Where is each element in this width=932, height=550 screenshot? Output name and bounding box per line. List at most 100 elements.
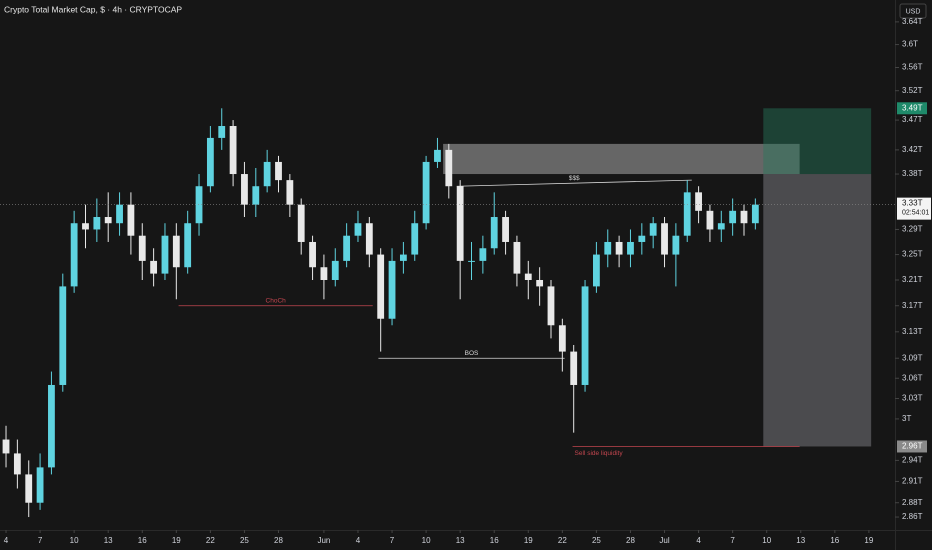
y-tick-label: 3.42T bbox=[902, 145, 923, 154]
candle-body bbox=[502, 217, 509, 242]
y-tick-label: 3.29T bbox=[902, 225, 923, 234]
last-price-label: 3.33T bbox=[902, 199, 923, 208]
candle-body bbox=[456, 186, 464, 261]
candle-body bbox=[93, 217, 101, 230]
y-tick-label: 2.94T bbox=[902, 456, 923, 465]
y-tick-label: 3T bbox=[902, 414, 911, 423]
y-tick-label: 3.47T bbox=[902, 115, 923, 124]
candle-body bbox=[581, 286, 589, 385]
candle-body bbox=[729, 210, 737, 224]
candle-body bbox=[547, 286, 555, 326]
x-tick-label: 10 bbox=[70, 536, 79, 545]
x-tick-label: 13 bbox=[104, 536, 113, 545]
candle-body bbox=[695, 192, 702, 211]
y-tick-label: 3.56T bbox=[902, 63, 923, 72]
candle-body bbox=[70, 223, 78, 287]
candle-body bbox=[241, 174, 248, 205]
candle-body bbox=[524, 273, 532, 280]
candle-body bbox=[365, 223, 373, 255]
y-tick-label: 3.52T bbox=[902, 86, 923, 95]
candle-body bbox=[195, 186, 203, 224]
candle-body bbox=[570, 351, 578, 385]
x-tick-label: 13 bbox=[456, 536, 465, 545]
candle-body bbox=[536, 279, 544, 287]
x-tick-label: 16 bbox=[490, 536, 499, 545]
candle-body bbox=[343, 235, 351, 261]
candle-body bbox=[661, 223, 668, 255]
candle-body bbox=[275, 161, 282, 181]
candle-body bbox=[320, 267, 328, 280]
y-tick-label: 3.09T bbox=[902, 353, 923, 362]
y-tick-label: 3.64T bbox=[902, 17, 923, 26]
stop-label: 2.96T bbox=[902, 442, 923, 451]
candle-body bbox=[48, 384, 55, 468]
target-label: 3.49T bbox=[902, 103, 923, 112]
candle-body bbox=[36, 467, 44, 503]
stop-box bbox=[763, 174, 872, 447]
annotation-label: BOS bbox=[465, 350, 479, 357]
annotation-label: ChoCh bbox=[266, 297, 287, 304]
currency-button[interactable] bbox=[899, 3, 927, 19]
x-tick-label: 25 bbox=[592, 536, 601, 545]
y-tick-label: 2.91T bbox=[902, 477, 923, 486]
x-tick-label: 10 bbox=[422, 536, 431, 545]
x-tick-label: 22 bbox=[558, 536, 567, 545]
candle-body bbox=[434, 149, 441, 162]
candle-body bbox=[229, 126, 237, 175]
x-tick-label: 28 bbox=[626, 536, 635, 545]
candle-body bbox=[218, 126, 226, 138]
x-tick-label: 4 bbox=[356, 536, 361, 545]
candle-body bbox=[13, 453, 21, 475]
candle-body bbox=[422, 161, 430, 224]
candle-body bbox=[683, 192, 691, 236]
candle-body bbox=[25, 474, 33, 503]
stop-label-box bbox=[897, 440, 927, 453]
countdown: 02:54:01 bbox=[902, 209, 929, 216]
candle-body bbox=[184, 223, 192, 268]
candle-body bbox=[672, 235, 680, 255]
y-tick-label: 2.86T bbox=[902, 512, 923, 521]
candle-body bbox=[399, 254, 407, 261]
candle-body bbox=[286, 180, 294, 205]
x-tick-label: 19 bbox=[864, 536, 873, 545]
last-price-box bbox=[897, 197, 931, 220]
x-tick-label: 19 bbox=[172, 536, 181, 545]
candle-body bbox=[206, 137, 214, 187]
y-tick-label: 3.17T bbox=[902, 301, 923, 310]
supply-zone bbox=[443, 143, 800, 175]
annotation-label: Sell side liquidity bbox=[575, 450, 624, 457]
candle-body bbox=[82, 223, 89, 230]
candle-body bbox=[297, 204, 305, 242]
candle-body bbox=[604, 241, 612, 255]
candle-body bbox=[172, 235, 180, 268]
annotation-line bbox=[456, 179, 692, 187]
candle-body bbox=[377, 254, 385, 319]
target-box bbox=[763, 108, 872, 175]
target-label-box bbox=[897, 102, 927, 115]
x-tick-label: 25 bbox=[240, 536, 249, 545]
x-tick-label: Jul bbox=[659, 536, 669, 545]
x-tick-label: 13 bbox=[796, 536, 805, 545]
candle-body bbox=[558, 325, 566, 352]
y-tick-label: 3.21T bbox=[902, 275, 923, 284]
x-tick-label: 7 bbox=[390, 536, 395, 545]
y-tick-label: 3.38T bbox=[902, 169, 923, 178]
currency[interactable]: USD bbox=[906, 8, 921, 15]
x-tick-label: 19 bbox=[524, 536, 533, 545]
y-tick-label: 3.06T bbox=[902, 373, 923, 382]
candle-body bbox=[592, 254, 600, 287]
candle-body bbox=[615, 241, 623, 255]
y-tick-label: 3.13T bbox=[902, 327, 923, 336]
candle-body bbox=[161, 235, 169, 274]
y-tick-label: 3.6T bbox=[902, 40, 918, 49]
x-tick-label: 4 bbox=[4, 536, 9, 545]
candle-body bbox=[411, 223, 419, 255]
candle-body bbox=[468, 260, 475, 262]
candle-body bbox=[263, 161, 271, 187]
candle-body bbox=[150, 260, 158, 274]
x-tick-label: 28 bbox=[274, 536, 283, 545]
x-tick-label: Jun bbox=[317, 536, 330, 545]
candle-body bbox=[2, 439, 10, 454]
y-tick-label: 3.25T bbox=[902, 250, 923, 259]
